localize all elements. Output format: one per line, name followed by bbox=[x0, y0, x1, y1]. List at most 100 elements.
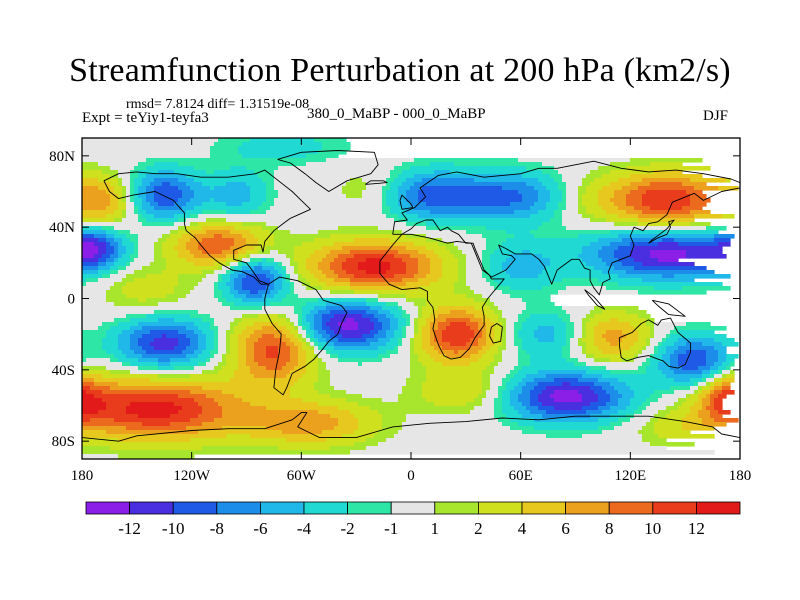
field-cell bbox=[222, 406, 267, 411]
field-cell bbox=[110, 266, 119, 271]
field-cell bbox=[290, 230, 319, 235]
field-cell bbox=[82, 214, 107, 219]
field-cell bbox=[206, 230, 231, 235]
field-cell bbox=[178, 242, 187, 247]
field-cell bbox=[138, 190, 147, 195]
field-cell bbox=[506, 342, 515, 347]
field-cell bbox=[386, 334, 395, 339]
colorbar-label: 12 bbox=[688, 519, 705, 538]
field-cell bbox=[226, 338, 231, 343]
field-cell bbox=[262, 266, 275, 271]
field-cell bbox=[158, 366, 175, 371]
field-cell bbox=[106, 246, 115, 251]
field-cell bbox=[674, 378, 691, 383]
field-cell bbox=[118, 270, 135, 275]
field-cell bbox=[710, 414, 723, 419]
field-cell bbox=[606, 330, 623, 335]
field-cell bbox=[526, 306, 563, 311]
field-cell bbox=[222, 390, 291, 395]
stats-line: rmsd= 7.8124 diff= 1.31519e-08 bbox=[126, 97, 310, 112]
field-cell bbox=[726, 366, 731, 371]
field-cell bbox=[606, 338, 623, 343]
field-cell bbox=[186, 346, 199, 351]
field-cell bbox=[494, 286, 511, 291]
field-cell bbox=[206, 342, 215, 347]
field-cell bbox=[638, 222, 691, 227]
field-cell bbox=[254, 234, 275, 239]
field-cell bbox=[582, 198, 599, 203]
field-cell bbox=[178, 254, 195, 259]
field-cell bbox=[326, 302, 367, 307]
field-cell bbox=[566, 186, 579, 191]
field-cell bbox=[410, 318, 415, 323]
field-cell bbox=[262, 202, 275, 207]
field-cell bbox=[482, 266, 491, 271]
field-cell bbox=[210, 186, 215, 191]
field-cell bbox=[214, 342, 219, 347]
field-cell bbox=[670, 330, 679, 335]
field-cell bbox=[714, 398, 723, 403]
field-cell bbox=[246, 350, 255, 355]
field-cell bbox=[106, 258, 115, 263]
field-cell bbox=[82, 190, 107, 195]
field-cell bbox=[126, 266, 143, 271]
field-cell bbox=[270, 290, 279, 295]
field-cell bbox=[514, 326, 523, 331]
field-cell bbox=[82, 234, 95, 239]
field-cell bbox=[378, 330, 387, 335]
field-cell bbox=[114, 226, 179, 231]
field-cell bbox=[266, 406, 339, 411]
field-cell bbox=[202, 226, 235, 231]
field-cell bbox=[182, 350, 195, 355]
field-cell bbox=[238, 290, 251, 295]
field-cell bbox=[526, 302, 555, 307]
field-cell bbox=[450, 342, 467, 347]
field-cell bbox=[106, 230, 119, 235]
field-cell bbox=[402, 230, 467, 235]
field-cell bbox=[710, 398, 715, 403]
field-cell bbox=[650, 362, 659, 367]
field-cell bbox=[318, 230, 403, 235]
field-cell bbox=[234, 302, 271, 307]
field-cell bbox=[478, 338, 487, 343]
field-cell bbox=[82, 174, 111, 179]
field-cell bbox=[266, 190, 279, 195]
field-cell bbox=[398, 202, 411, 207]
field-cell bbox=[590, 182, 611, 187]
field-cell bbox=[662, 358, 671, 363]
field-cell bbox=[82, 402, 107, 407]
field-cell bbox=[554, 406, 583, 411]
field-cell bbox=[334, 270, 347, 275]
field-cell bbox=[354, 290, 455, 295]
field-cell bbox=[438, 306, 475, 311]
field-cell bbox=[658, 258, 679, 263]
field-cell bbox=[490, 270, 507, 275]
field-cell bbox=[218, 402, 251, 407]
field-cell bbox=[326, 282, 351, 287]
field-cell bbox=[170, 182, 187, 187]
field-cell bbox=[466, 262, 483, 267]
field-cell bbox=[122, 218, 139, 223]
field-cell bbox=[234, 278, 243, 283]
field-cell bbox=[294, 310, 303, 315]
field-cell bbox=[122, 194, 127, 199]
field-cell bbox=[398, 346, 411, 351]
field-cell bbox=[330, 354, 339, 359]
field-cell bbox=[638, 330, 651, 335]
field-cell bbox=[226, 270, 231, 275]
field-cell bbox=[406, 262, 419, 267]
field-cell bbox=[114, 210, 123, 215]
field-cell bbox=[486, 246, 499, 251]
field-cell bbox=[250, 194, 267, 199]
field-cell bbox=[142, 182, 151, 187]
field-cell bbox=[514, 406, 527, 411]
field-cell bbox=[190, 314, 211, 319]
field-cell bbox=[118, 258, 131, 263]
field-cell bbox=[382, 422, 403, 427]
field-cell bbox=[362, 334, 375, 339]
field-cell bbox=[494, 302, 527, 307]
field-cell bbox=[166, 334, 187, 339]
field-cell bbox=[394, 218, 407, 223]
field-cell bbox=[194, 178, 263, 183]
field-cell bbox=[390, 322, 399, 327]
